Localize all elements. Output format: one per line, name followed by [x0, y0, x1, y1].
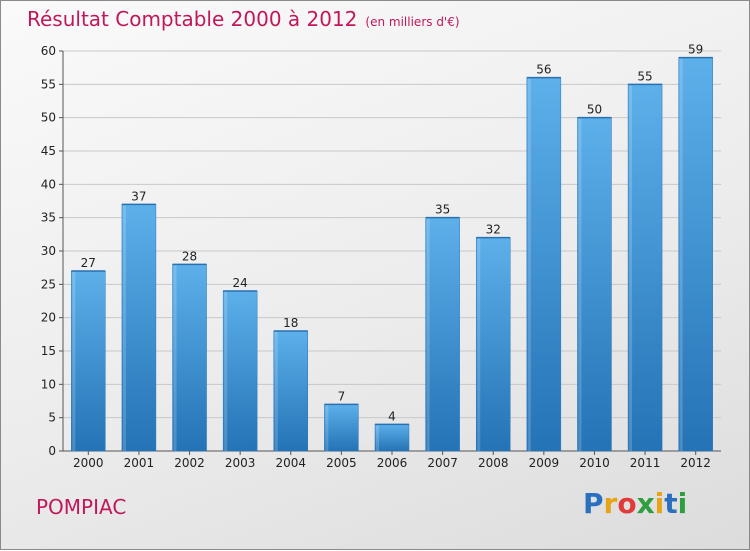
bar-highlight: [173, 265, 177, 451]
logo-letter: P: [583, 487, 604, 520]
x-tick-label: 2001: [124, 456, 155, 470]
bar-highlight: [325, 405, 329, 451]
y-tick-label: 50: [41, 111, 56, 125]
y-tick-label: 40: [41, 177, 56, 191]
data-label: 4: [388, 409, 396, 423]
y-tick-label: 30: [41, 244, 56, 258]
bar-2006: [374, 424, 410, 452]
logo-letter: x: [636, 487, 655, 520]
bar-2007: [425, 217, 460, 452]
logo-letter: i: [654, 487, 665, 520]
data-label: 24: [233, 276, 248, 290]
bar-2005: [324, 404, 359, 452]
y-tick-label: 15: [41, 344, 56, 358]
bar-highlight: [274, 332, 278, 451]
y-tick-label: 25: [41, 277, 56, 291]
y-tick-label: 10: [41, 377, 56, 391]
bar-highlight: [527, 78, 531, 452]
bar-2009: [526, 77, 562, 452]
x-tick-label: 2002: [174, 456, 205, 470]
data-label: 7: [338, 389, 346, 403]
bar-2001: [121, 204, 157, 452]
bar-highlight: [72, 272, 76, 451]
x-tick-label: 2003: [225, 456, 256, 470]
x-tick-label: 2009: [529, 456, 560, 470]
x-tick-label: 2004: [275, 456, 306, 470]
x-tick-label: 2010: [579, 456, 610, 470]
x-tick-label: 2006: [377, 456, 408, 470]
y-tick-label: 60: [41, 44, 56, 58]
y-tick-label: 55: [41, 77, 56, 91]
y-tick-label: 20: [41, 311, 56, 325]
data-label: 27: [81, 256, 96, 270]
data-label: 55: [637, 69, 652, 83]
bar-2003: [222, 290, 258, 452]
y-tick-label: 0: [48, 444, 56, 458]
bars: [71, 56, 713, 452]
chart-title-main: Résultat Comptable 2000 à 2012: [27, 7, 358, 31]
chart-title-unit: (en milliers d'€): [365, 15, 460, 29]
commune-name: POMPIAC: [36, 495, 127, 519]
bar-2002: [172, 264, 207, 452]
y-tick-label: 5: [48, 411, 56, 425]
bar-highlight: [224, 292, 228, 451]
proxiti-logo[interactable]: Proxiti: [583, 487, 687, 520]
logo-letter: i: [677, 487, 688, 520]
chart-title: Résultat Comptable 2000 à 2012 (en millie…: [27, 7, 460, 31]
data-labels: 27 37 28 24 18 7 4 35 32 56 50 55 59: [81, 43, 704, 424]
x-tick-label: 2000: [73, 456, 104, 470]
data-label: 37: [131, 189, 146, 203]
bar-highlight: [376, 425, 379, 451]
data-label: 50: [587, 103, 602, 117]
bar-highlight: [629, 85, 633, 451]
x-tick-label: 2008: [478, 456, 509, 470]
bar-highlight: [477, 238, 481, 451]
data-label: 56: [536, 63, 551, 77]
x-tick-label: 2007: [427, 456, 458, 470]
data-label: 59: [688, 43, 703, 57]
bar-2004: [273, 330, 309, 452]
bar-highlight: [578, 118, 582, 452]
bar-2011: [627, 84, 663, 452]
data-label: 18: [283, 316, 298, 330]
data-label: 28: [182, 249, 197, 263]
bar-2000: [71, 270, 106, 452]
y-tick-label: 35: [41, 211, 56, 225]
bar-2008: [475, 237, 511, 452]
data-label: 32: [486, 223, 501, 237]
bar-highlight: [679, 58, 683, 452]
grid-lines: [63, 50, 721, 419]
x-tick-label: 2005: [326, 456, 357, 470]
data-label: 35: [435, 203, 450, 217]
logo-letter: t: [664, 487, 678, 520]
x-tick-label: 2011: [630, 456, 661, 470]
y-tick-label: 45: [41, 144, 56, 158]
bar-2010: [577, 117, 612, 452]
logo-letter: o: [617, 487, 637, 520]
bar-highlight: [122, 205, 126, 451]
bar-2012: [678, 57, 713, 452]
logo-letter: r: [603, 487, 618, 520]
x-tick-label: 2012: [680, 456, 711, 470]
bar-highlight: [426, 218, 430, 451]
